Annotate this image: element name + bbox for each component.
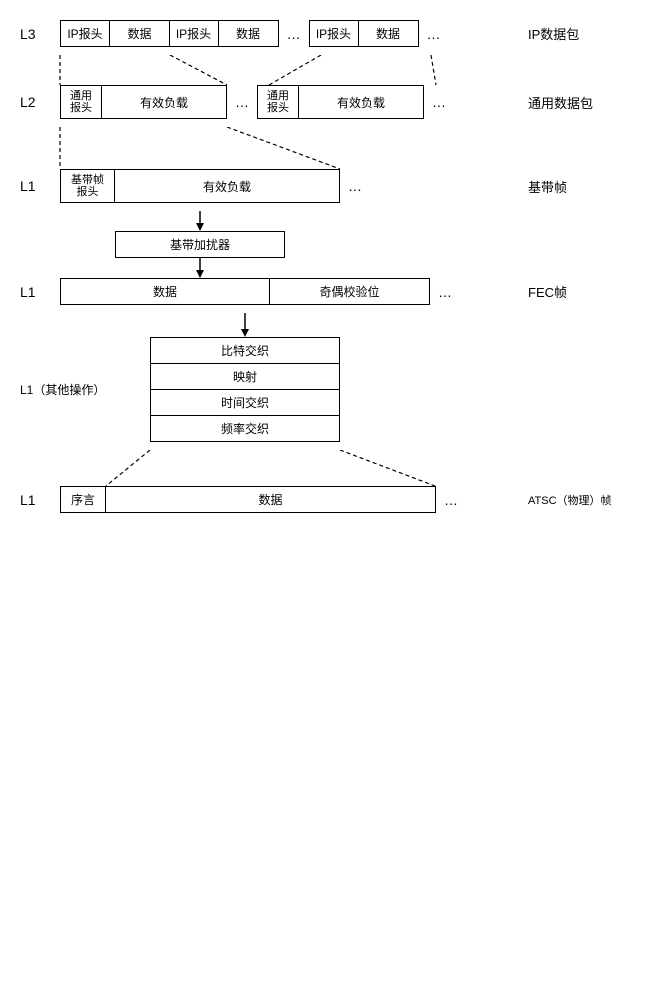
ellipsis: …: [424, 94, 454, 110]
fec-data-box: 数据: [60, 278, 270, 305]
arrow-from-scrambler: [20, 258, 638, 278]
arrow-to-ops: [20, 313, 638, 337]
l1-bb-right-label: 基带帧: [520, 177, 638, 196]
map-box: 映射: [150, 363, 340, 389]
layer-l1-ops: L1（其他操作） 比特交织 映射 时间交织 频率交织: [20, 337, 638, 442]
ip-header-box: IP报头: [60, 20, 110, 47]
connector-l2-l1: [20, 127, 638, 169]
layer-l3: L3 IP报头 数据 IP报头 数据 … IP报头 数据 … IP数据包: [20, 20, 638, 47]
l1-bb-label: L1: [20, 178, 60, 194]
layer-l1-atsc: L1 序言 数据 … ATSC（物理）帧: [20, 486, 638, 513]
connector-ops-atsc: [20, 450, 638, 486]
gen-header-box: 通用 报头: [60, 85, 102, 119]
freq-interleave-box: 频率交织: [150, 415, 340, 442]
bb-payload-box: 有效负载: [115, 169, 340, 203]
ip-data-box-2: 数据: [219, 20, 279, 47]
gen-payload-box-2: 有效负载: [299, 85, 424, 119]
bb-header-box: 基带帧 报头: [60, 169, 115, 203]
preamble-box: 序言: [60, 486, 106, 513]
l1-fec-right-label: FEC帧: [520, 282, 638, 301]
l1-ops-label: L1（其他操作）: [20, 381, 140, 398]
gen-header-box-2: 通用 报头: [257, 85, 299, 119]
ellipsis: …: [436, 492, 466, 508]
l1-ops-content: 比特交织 映射 时间交织 频率交织: [140, 337, 520, 442]
l3-content: IP报头 数据 IP报头 数据 … IP报头 数据 …: [60, 20, 520, 47]
bit-interleave-box: 比特交织: [150, 337, 340, 363]
time-interleave-box: 时间交织: [150, 389, 340, 415]
connector-l3-l2: [20, 55, 638, 85]
atsc-data-box: 数据: [106, 486, 436, 513]
ip-data-box: 数据: [110, 20, 170, 47]
ellipsis: …: [430, 284, 460, 300]
scrambler-row: 基带加扰器: [20, 231, 638, 258]
l1-atsc-content: 序言 数据 …: [60, 486, 520, 513]
scrambler-box: 基带加扰器: [115, 231, 285, 258]
ellipsis: …: [227, 94, 257, 110]
layer-l1-bb: L1 基带帧 报头 有效负载 … 基带帧: [20, 169, 638, 203]
l2-right-label: 通用数据包: [520, 93, 638, 112]
arrow-to-scrambler: [20, 211, 638, 231]
l3-right-label: IP数据包: [520, 24, 638, 43]
fec-parity-box: 奇偶校验位: [270, 278, 430, 305]
l1-atsc-right-label: ATSC（物理）帧: [520, 492, 638, 508]
l1-fec-content: 数据 奇偶校验位 …: [60, 278, 520, 305]
ellipsis: …: [279, 26, 309, 42]
l1-atsc-label: L1: [20, 492, 60, 508]
ip-header-box-2: IP报头: [169, 20, 219, 47]
layer-l2: L2 通用 报头 有效负载 … 通用 报头 有效负载 … 通用数据包: [20, 85, 638, 119]
ellipsis: …: [340, 178, 370, 194]
ellipsis: …: [419, 26, 449, 42]
ip-data-box-3: 数据: [359, 20, 419, 47]
ip-header-box-3: IP报头: [309, 20, 359, 47]
l1-fec-label: L1: [20, 284, 60, 300]
l3-label: L3: [20, 26, 60, 42]
l1-bb-content: 基带帧 报头 有效负载 …: [60, 169, 520, 203]
l2-content: 通用 报头 有效负载 … 通用 报头 有效负载 …: [60, 85, 520, 119]
gen-payload-box: 有效负载: [102, 85, 227, 119]
l2-label: L2: [20, 94, 60, 110]
layer-l1-fec: L1 数据 奇偶校验位 … FEC帧: [20, 278, 638, 305]
